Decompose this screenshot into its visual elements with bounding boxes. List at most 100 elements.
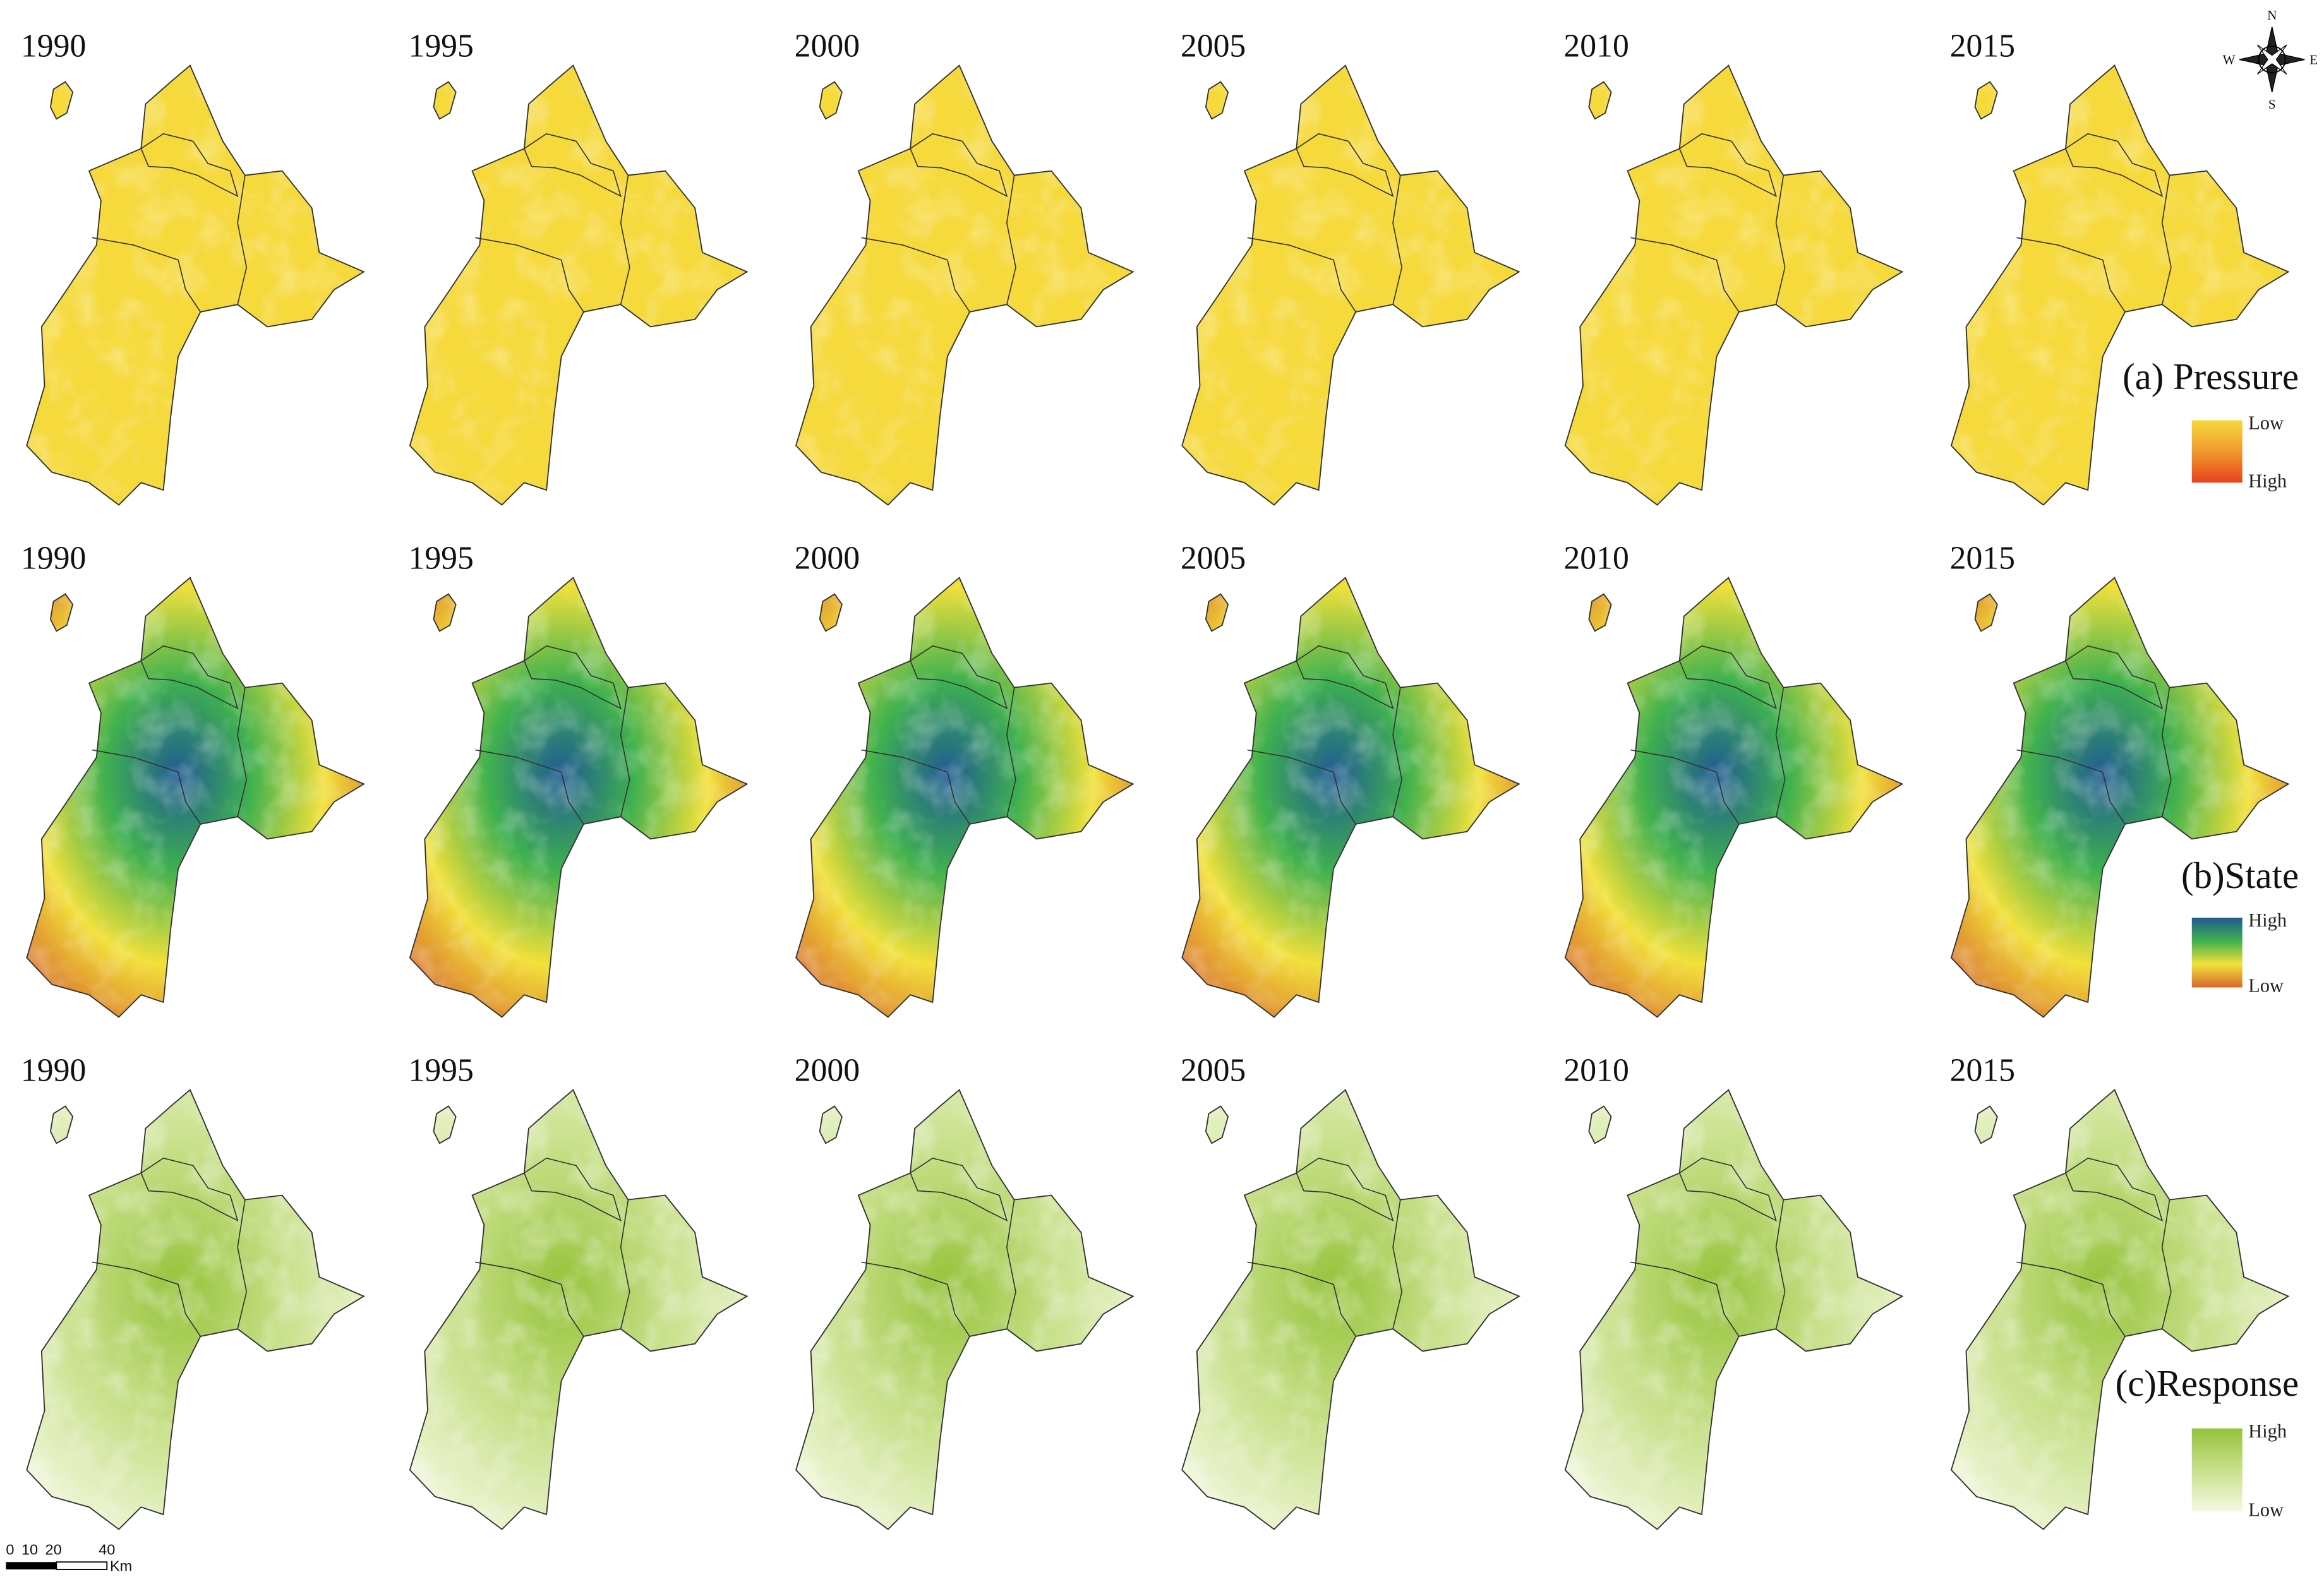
map-panel — [1181, 64, 1520, 506]
map-texture — [796, 577, 1133, 1017]
legend-bottom: Low — [2248, 975, 2284, 997]
legend-top: High — [2248, 909, 2287, 931]
compass-w: W — [2223, 52, 2236, 67]
map-texture — [409, 1089, 747, 1530]
map-panel — [795, 577, 1134, 1018]
map-panel — [409, 64, 748, 506]
map-panel — [1950, 577, 2289, 1018]
district-boundary — [92, 133, 248, 313]
scale-unit: Km — [110, 1557, 132, 1574]
district-boundary — [475, 133, 630, 313]
map-texture — [1565, 65, 1903, 505]
map-panel — [409, 1089, 748, 1530]
district-boundary — [1247, 133, 1402, 313]
map-texture — [1182, 577, 1519, 1017]
map-panel — [1564, 1089, 1903, 1530]
scale-tick-label: 20 — [45, 1542, 62, 1558]
year-label: 2015 — [1950, 1053, 2015, 1089]
year-label: 1995 — [408, 1053, 473, 1089]
map-texture — [796, 1089, 1133, 1530]
map-texture — [409, 65, 747, 505]
year-label: 2010 — [1563, 1053, 1629, 1089]
district-boundary — [1247, 1157, 1402, 1337]
district-boundary — [92, 1157, 248, 1337]
year-label: 2000 — [795, 541, 860, 577]
district-boundary — [475, 1157, 630, 1337]
year-label: 2000 — [795, 28, 860, 64]
map-texture — [27, 65, 364, 505]
legend-ramp — [2191, 1428, 2243, 1512]
map-texture — [27, 1089, 364, 1530]
year-label: 1990 — [21, 541, 86, 577]
map-panel — [795, 64, 1134, 506]
compass-ring — [2258, 45, 2286, 74]
compass-star-inner — [2256, 44, 2287, 75]
scale-tick-label: 40 — [99, 1542, 115, 1558]
year-label: 2005 — [1181, 28, 1246, 64]
year-label: 2010 — [1563, 541, 1629, 577]
district-boundary — [2016, 133, 2172, 313]
district-boundary — [475, 645, 630, 825]
legend-top: Low — [2248, 412, 2284, 434]
map-texture — [1565, 1089, 1903, 1530]
district-boundary — [1630, 133, 1786, 313]
map-texture — [1951, 1089, 2289, 1530]
year-label: 2010 — [1563, 28, 1629, 64]
scale-tick-label: 0 — [6, 1542, 14, 1558]
district-boundary — [1247, 645, 1402, 825]
scale-segment — [56, 1561, 108, 1570]
map-texture — [1565, 577, 1903, 1017]
year-label: 1990 — [21, 1053, 86, 1089]
year-label: 1995 — [408, 28, 473, 64]
legend-top: High — [2248, 1420, 2287, 1442]
year-label: 2000 — [795, 1053, 860, 1089]
compass-s: S — [2268, 97, 2276, 112]
map-panel — [1564, 64, 1903, 506]
legend-bottom: High — [2248, 470, 2287, 491]
district-boundary — [861, 645, 1016, 825]
district-boundary — [861, 133, 1016, 313]
district-boundary — [2016, 1157, 2172, 1337]
map-texture — [409, 577, 747, 1017]
district-boundary — [1630, 645, 1786, 825]
compass-n: N — [2267, 8, 2277, 23]
legend-ramp — [2191, 918, 2243, 988]
panel-title: (a) Pressure — [2122, 356, 2299, 397]
year-label: 2005 — [1181, 1053, 1246, 1089]
map-panel — [795, 1089, 1134, 1530]
legend-ramp — [2191, 420, 2243, 483]
map-panel — [1181, 577, 1520, 1018]
map-texture — [27, 577, 364, 1017]
year-label: 1995 — [408, 541, 473, 577]
compass-e: E — [2309, 52, 2318, 67]
map-panel — [409, 577, 748, 1018]
district-boundary — [2016, 645, 2172, 825]
map-panel — [1950, 64, 2289, 506]
map-panel — [26, 1089, 365, 1530]
year-label: 2015 — [1950, 541, 2015, 577]
map-panel — [1950, 1089, 2289, 1530]
map-panel — [26, 577, 365, 1018]
year-label: 1990 — [21, 28, 86, 64]
map-texture — [1951, 577, 2289, 1017]
map-texture — [1182, 65, 1519, 505]
map-texture — [796, 65, 1133, 505]
legend-bottom: Low — [2248, 1499, 2284, 1520]
map-texture — [1182, 1089, 1519, 1530]
district-boundary — [1630, 1157, 1786, 1337]
district-boundary — [861, 1157, 1016, 1337]
panel-title: (b)State — [2181, 855, 2299, 896]
scale-segment — [6, 1562, 57, 1570]
compass: N S E W — [2223, 8, 2318, 112]
panel-title: (c)Response — [2116, 1363, 2299, 1404]
year-label: 2005 — [1181, 541, 1246, 577]
map-panel — [26, 64, 365, 506]
map-panel — [1564, 577, 1903, 1018]
district-boundary — [92, 645, 248, 825]
scale-tick-label: 10 — [21, 1542, 38, 1558]
map-panel — [1181, 1089, 1520, 1530]
map-texture — [1951, 65, 2289, 505]
